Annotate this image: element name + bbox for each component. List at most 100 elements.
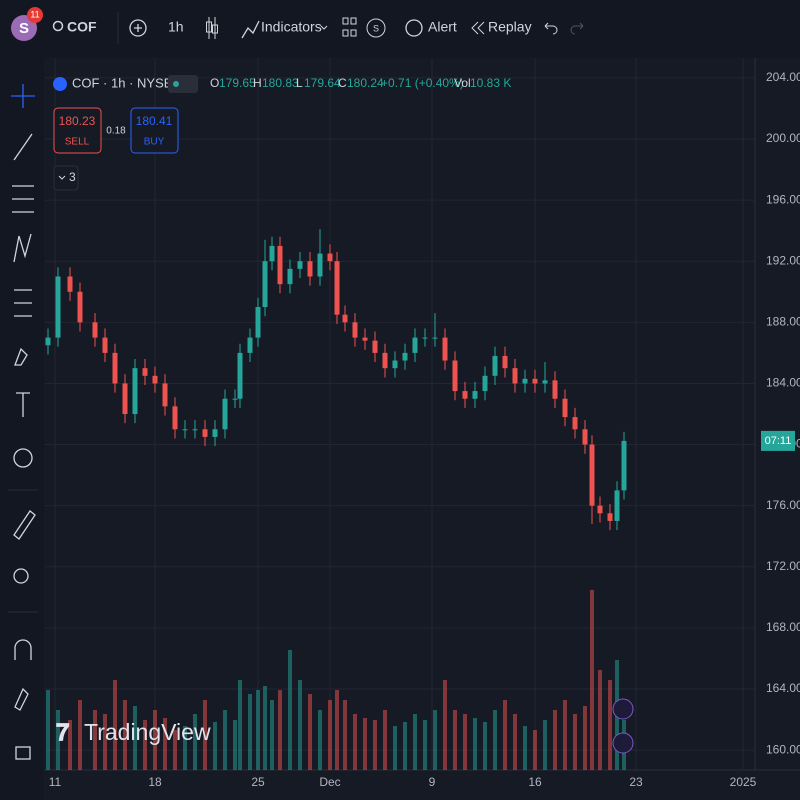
candle-body [472,391,478,399]
volume-bar [93,710,97,770]
flash-button[interactable] [612,732,634,754]
y-tick-label: 196.00 [766,192,800,206]
candle-body [255,307,261,338]
chart-area [44,58,800,800]
symbol[interactable]: COF [67,19,97,35]
add-plus [134,24,142,32]
volume-bar [393,726,397,770]
legend-value: 179.64 [304,76,341,90]
volume-bar [248,694,252,770]
volume-bar [383,710,387,770]
candle-body [277,245,283,285]
candle-body [112,352,118,384]
countdown: 07:11 [765,435,792,447]
alert-icon [405,19,423,37]
indicators-icon [241,20,260,39]
volume-bar [56,710,60,770]
candle-body [589,444,595,506]
candle-body [492,355,498,376]
candle-body [362,337,368,341]
candles [45,229,627,531]
price-tag [761,430,795,451]
candle-body [287,268,293,285]
legend-change: +0.71 (+0.40%) [381,76,464,90]
candle-body [542,380,548,384]
volume-bar [328,700,332,770]
volume-bar [443,680,447,770]
buy-button[interactable] [130,107,179,154]
legend-label: H [253,76,262,90]
candle-body [562,398,568,418]
badge [27,7,43,23]
buy-label: BUY [144,137,165,148]
x-tick-label: 2025 [730,775,757,789]
legend-status [168,75,198,93]
x-tick-label: 11 [49,775,62,789]
indicators[interactable]: Indicators [261,19,322,35]
drawing-tools[interactable] [11,84,36,760]
volume-bar [503,700,507,770]
candle-icon-body [206,21,212,33]
volume-bar [123,700,127,770]
volume-bar [573,714,577,770]
volume-bar [523,726,527,770]
candle-body [122,383,128,414]
volume-bar [318,710,322,770]
replay-icon [471,21,485,35]
template-icon[interactable] [366,18,386,38]
legend-label: L [296,76,303,90]
y-tick-label: 204.00 [766,70,800,84]
ai-button[interactable] [612,698,634,720]
candle-body [512,368,518,384]
legend-value: 10.83 K [470,76,511,90]
candle-body [262,261,268,308]
collapse-button[interactable] [53,165,79,191]
left-toolbar [0,56,42,800]
candle-body [607,513,613,521]
volume-bar [153,710,157,770]
candle-body [402,352,408,361]
volume-bar [463,714,467,770]
layout-icon[interactable] [342,17,357,37]
avatar-letter: S [19,20,29,37]
volume-bar [183,726,187,770]
volume-bar [563,700,567,770]
candle-body [552,380,558,399]
volume-bar [143,720,147,770]
candle-body [307,261,313,277]
volume-bar [473,718,477,770]
volume-bar [543,720,547,770]
dropdown[interactable] [320,25,328,30]
interval[interactable]: 1h [168,19,184,35]
y-tick-label: 172.00 [766,559,800,573]
volume-bar [163,718,167,770]
template-letter: S [373,23,379,33]
alert[interactable]: Alert [428,19,457,35]
undo[interactable] [544,22,558,35]
replay[interactable]: Replay [488,19,532,35]
axes: 160.00164.00168.00172.00176.00180.00184.… [49,70,800,789]
candle-body [342,314,348,323]
add-icon[interactable] [129,19,147,37]
candle-body [162,383,168,407]
volume-bar [483,722,487,770]
redo[interactable] [570,22,584,35]
legend-values: O 179.65 H 180.83 L 179.64 C 180.24 +0.7… [210,76,511,90]
top-bar [0,0,800,56]
candle-body [582,429,588,445]
legend-title: COF · 1h · NYSE [72,75,173,90]
candle-body [334,261,340,315]
candle-body [452,360,458,392]
volume-bar [193,714,197,770]
x-tick-label: 23 [629,775,643,789]
candle-body [412,337,418,353]
collapse-arrow [58,175,66,180]
volume-bar [270,700,274,770]
candle-body [237,352,243,399]
sell-button[interactable] [53,107,102,154]
candle-icon[interactable] [208,17,216,39]
candle-body [372,340,378,353]
status-dot [173,81,179,87]
volume-bar [263,686,267,770]
